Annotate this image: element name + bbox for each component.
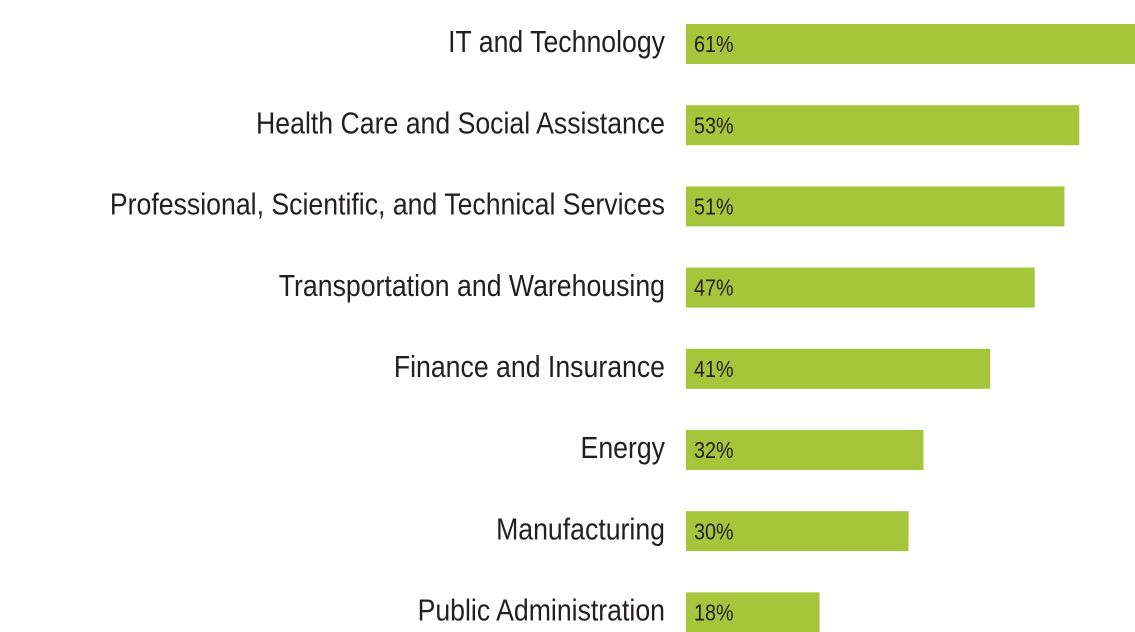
category-label: Public Administration <box>418 594 665 628</box>
value-label: 53% <box>694 113 734 139</box>
bar <box>686 186 1065 227</box>
bar <box>686 267 1035 308</box>
bar <box>686 430 924 470</box>
category-label: Transportation and Warehousing <box>279 269 665 303</box>
category-label: Manufacturing <box>496 513 665 547</box>
bar <box>686 348 991 389</box>
category-label: Health Care and Social Assistance <box>256 107 665 141</box>
value-label: 18% <box>694 600 734 626</box>
bar <box>686 511 909 552</box>
value-label: 41% <box>694 357 734 383</box>
bar <box>686 105 1080 146</box>
bar <box>686 24 1135 64</box>
value-label: 47% <box>694 275 734 301</box>
category-label: Energy <box>581 431 666 465</box>
value-label: 51% <box>694 194 734 220</box>
category-label: Finance and Insurance <box>394 350 665 384</box>
category-label: Professional, Scientific, and Technical … <box>110 188 665 222</box>
category-label: IT and Technology <box>448 25 665 59</box>
bar <box>686 592 820 632</box>
value-label: 30% <box>694 519 734 545</box>
value-label: 61% <box>694 32 734 58</box>
value-label: 32% <box>694 438 734 464</box>
